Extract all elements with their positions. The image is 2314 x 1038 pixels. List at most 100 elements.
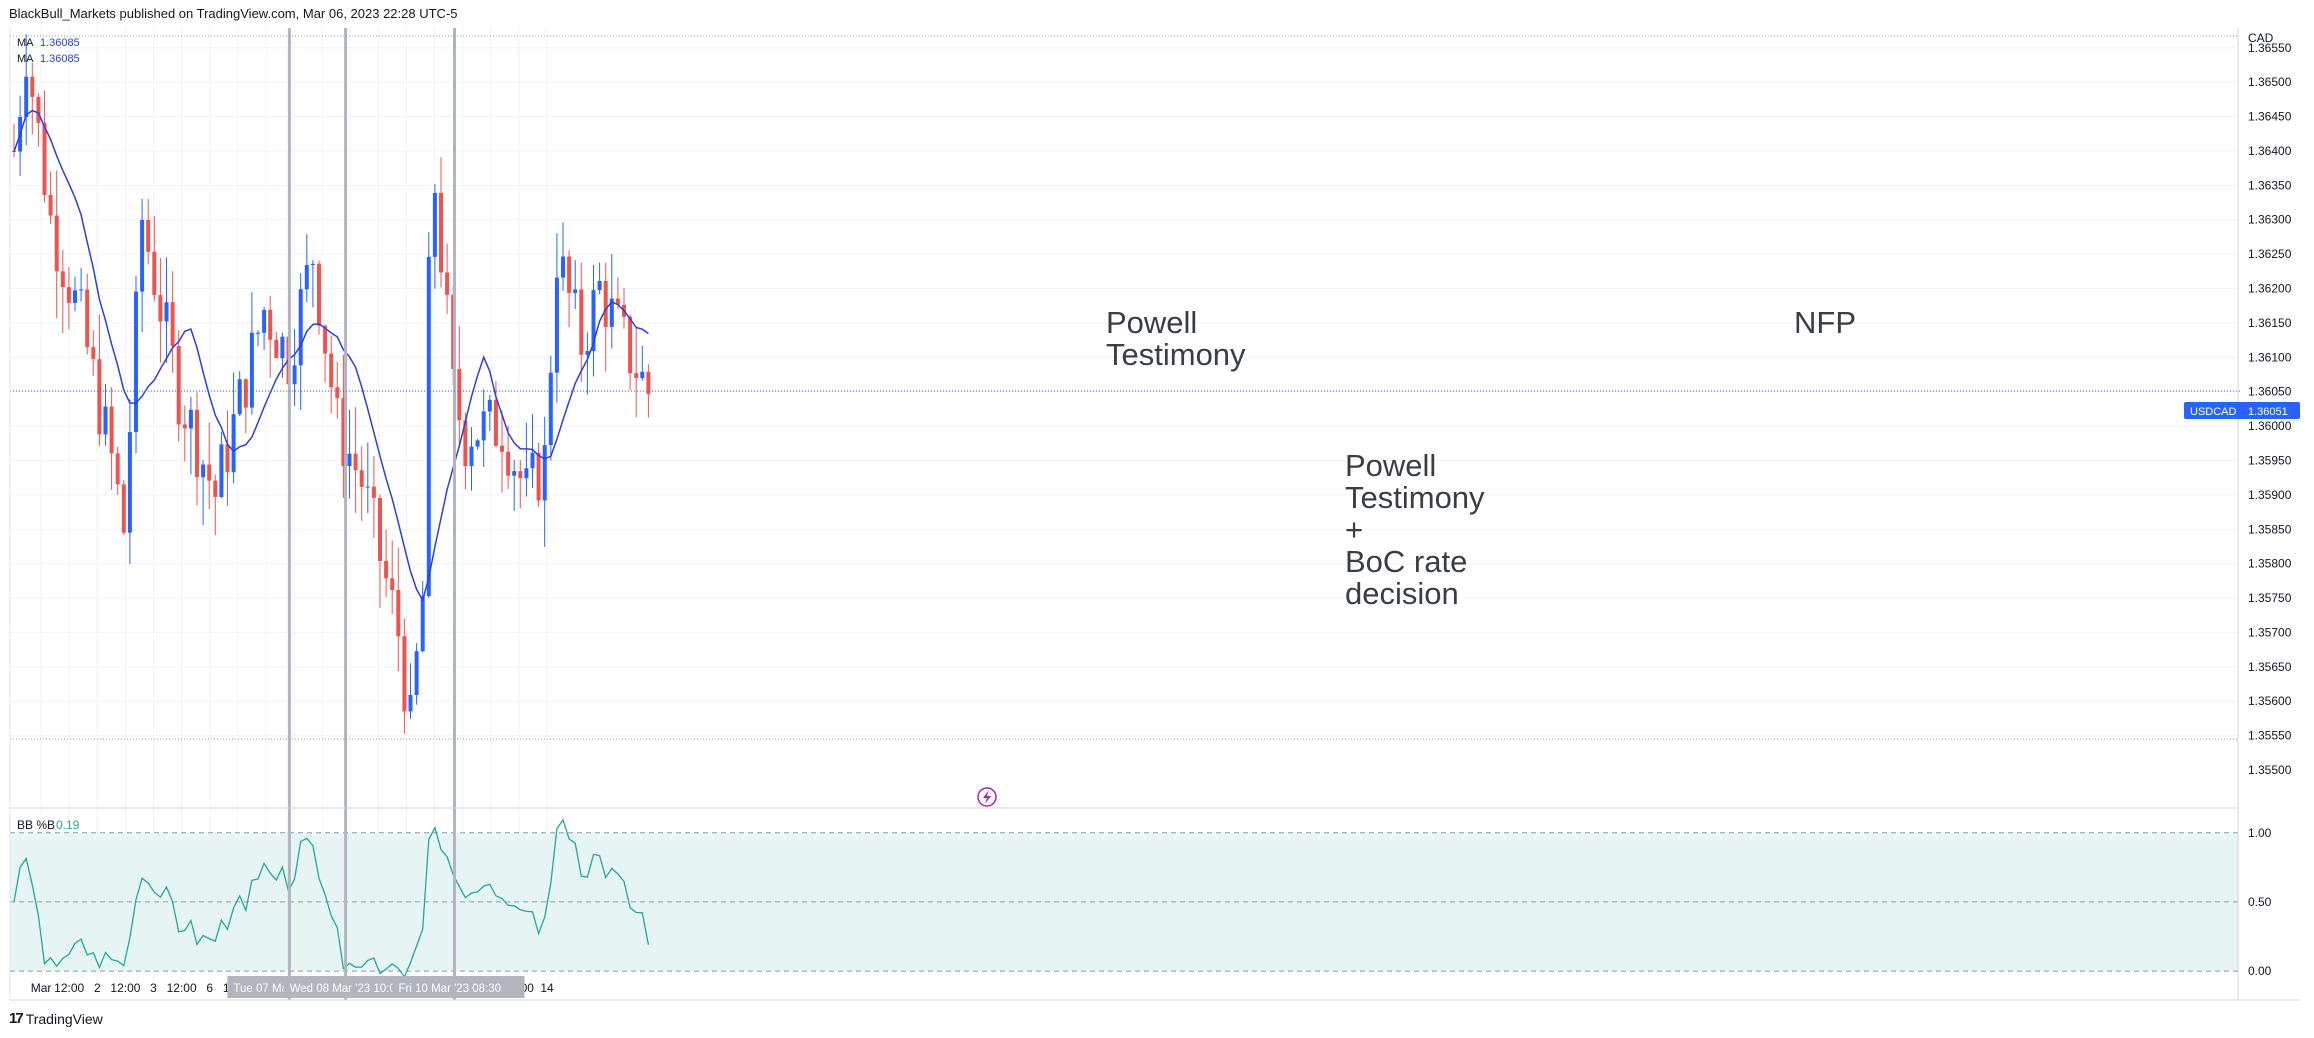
candle-body (329, 353, 334, 388)
candle-body (408, 694, 413, 712)
candle-body (628, 316, 633, 374)
candle-body (73, 290, 77, 304)
annotation-line: + (1345, 512, 1363, 547)
candle-body (213, 480, 218, 497)
candle-body (85, 289, 90, 348)
candle-body (359, 470, 364, 487)
annotation-nfp[interactable]: NFP (1794, 305, 1856, 340)
time-tick-label: 12:00 (167, 981, 197, 995)
candle-body (188, 409, 193, 429)
price-tick-label: 1.35750 (2248, 591, 2292, 605)
price-ticks: 1.35500 1.35550 1.35600 1.35650 1.35700 1.357… (2248, 41, 2292, 777)
candle-body (335, 387, 340, 399)
candle-body (402, 636, 407, 712)
bb-legend-label: BB %B (17, 818, 55, 832)
candle-body (518, 471, 523, 479)
last-price-badge-bg (2184, 402, 2300, 419)
candle-body (225, 444, 230, 473)
candle-body (506, 451, 511, 476)
event-time-badge: Fri 10 Mar '23 08:30 (399, 983, 502, 995)
candle-body (536, 452, 541, 501)
price-tick-label: 1.36000 (2248, 419, 2292, 433)
price-tick-label: 1.35650 (2248, 660, 2292, 674)
candle-body (475, 440, 480, 447)
candle-body (365, 486, 370, 488)
candle-body (585, 351, 590, 355)
bb-line (13, 818, 650, 979)
candle-body (134, 291, 138, 433)
candle-body (573, 289, 578, 293)
annotation-powell-testimony[interactable]: Powell Testimony (1106, 305, 1246, 372)
candle-body (347, 453, 352, 466)
candle-body (615, 298, 620, 305)
bb-tick-label: 0.50 (2248, 895, 2272, 909)
time-tick-label: 14 (540, 981, 554, 995)
candle-body (597, 280, 602, 291)
candle-body (164, 302, 169, 322)
candle-body (603, 280, 608, 327)
price-tick-label: 1.36450 (2248, 110, 2292, 124)
time-tick-label: 6 (206, 981, 213, 995)
candle-body (512, 471, 517, 476)
candle-body (304, 264, 309, 290)
price-tick-label: 1.35600 (2248, 694, 2292, 708)
tradingview-logo[interactable]: 17 TradingView (9, 1010, 103, 1027)
candle-body (103, 406, 108, 435)
axes (9, 28, 2300, 1001)
candle-body (548, 372, 553, 446)
annotation-powell-boc[interactable]: Powell Testimony + BoC rate decision (1345, 448, 1485, 611)
candle-body (493, 399, 498, 446)
candle-body (463, 420, 468, 467)
candle-body (243, 379, 248, 408)
last-price-value: 1.36051 (2248, 406, 2288, 418)
candle-body (170, 302, 175, 347)
price-tick-label: 1.35800 (2248, 557, 2292, 571)
event-time-badge-bg (283, 976, 416, 998)
candle-body (390, 578, 395, 590)
candle-body (554, 277, 559, 373)
candle-body (353, 453, 358, 471)
lightning-icon[interactable] (977, 787, 997, 807)
bb-ticks: 0.00 0.50 1.00 (2248, 826, 2272, 978)
ma-legend-label-1: MA (17, 37, 34, 49)
time-tick-label: 12:00 (54, 981, 84, 995)
price-tick-label: 1.35500 (2248, 763, 2292, 777)
price-tick-label: 1.35950 (2248, 453, 2292, 467)
price-tick-label: 1.36050 (2248, 385, 2292, 399)
candle-body (432, 192, 437, 257)
currency-label: CAD (2248, 31, 2274, 45)
candle-body (384, 560, 389, 579)
candle-body (457, 368, 462, 421)
tradingview-icon: 17 (9, 1010, 24, 1027)
bb-tick-label: 0.00 (2248, 964, 2272, 978)
candle-body (500, 445, 504, 452)
annotation-line: decision (1345, 576, 1459, 611)
grid-lines (10, 26, 2238, 980)
candle-body (140, 220, 145, 292)
publish-info: BlackBull_Markets published on TradingVi… (9, 6, 458, 21)
candle-body (524, 468, 529, 479)
candle-body (79, 289, 84, 291)
candle-body (262, 309, 267, 333)
candle-body (414, 651, 419, 695)
candle-body (237, 379, 242, 415)
candle-body (207, 464, 212, 481)
candle-body (579, 289, 584, 355)
candle-body (36, 96, 41, 123)
annotation-line: Testimony (1106, 337, 1246, 372)
candle-body (481, 411, 486, 441)
time-tick-label: 12:00 (110, 981, 140, 995)
candle-body (54, 215, 59, 272)
candle-body (646, 371, 651, 395)
last-price-badge: USDCAD 1.36051 (2184, 402, 2300, 419)
candle-body (640, 371, 645, 379)
candle-body (317, 263, 321, 326)
time-tick-label: Mar (31, 981, 52, 995)
candle-body (609, 298, 614, 327)
bb-reference-lines (10, 832, 2238, 972)
tradingview-brand: TradingView (25, 1010, 103, 1027)
candle-body (378, 497, 382, 561)
candle-body (323, 325, 328, 354)
